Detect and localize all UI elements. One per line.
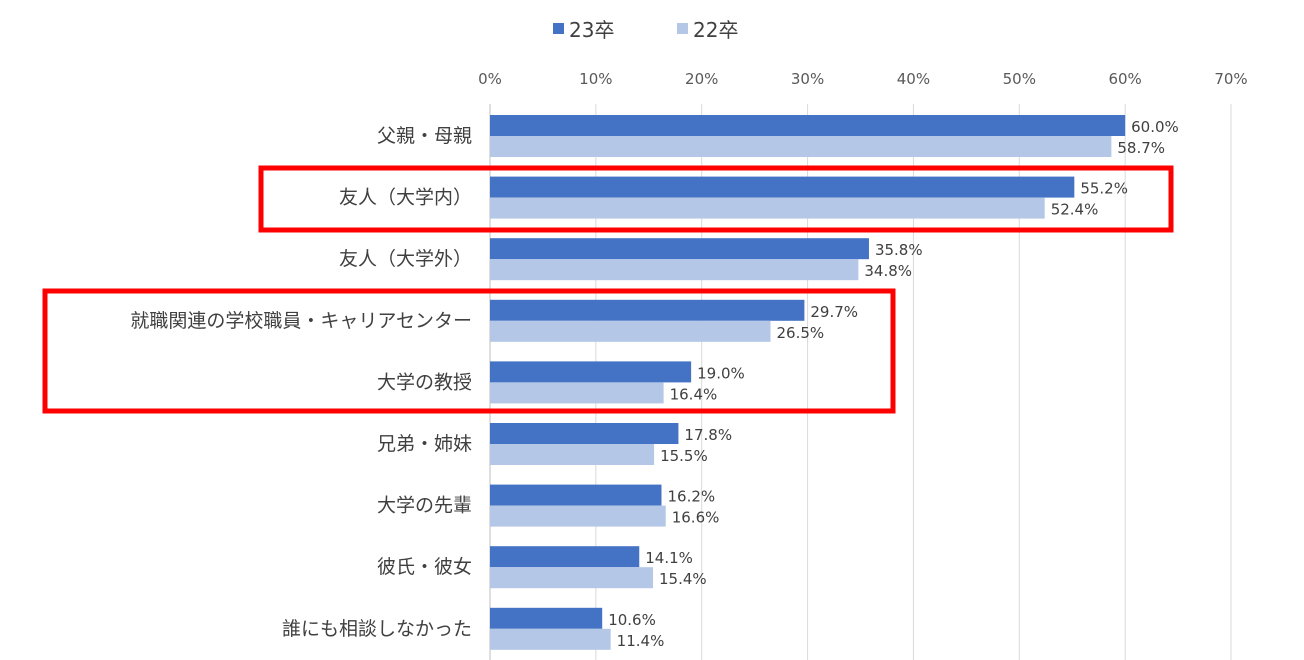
- highlight-box: [258, 165, 1174, 233]
- bar: [490, 259, 859, 281]
- data-label: 19.0%: [697, 364, 745, 382]
- category-label: 兄弟・姉妹: [377, 433, 472, 455]
- bar: [490, 423, 679, 444]
- bar: [490, 176, 1075, 198]
- category-label: 友人（大学内）: [339, 187, 472, 209]
- bar: [490, 505, 666, 527]
- data-label: 14.1%: [645, 549, 693, 567]
- x-tick-label: 10%: [579, 70, 612, 88]
- legend-item-22: 22卒: [677, 14, 738, 43]
- x-tick-label: 20%: [685, 70, 718, 88]
- bar: [490, 136, 1112, 157]
- data-label: 15.5%: [660, 447, 708, 465]
- data-label: 34.8%: [864, 262, 912, 280]
- data-label: 58.7%: [1117, 139, 1165, 157]
- bar: [490, 115, 1126, 136]
- x-tick-label: 50%: [1003, 70, 1036, 88]
- bar: [490, 567, 654, 589]
- x-axis-ticks: 0% 10% 20% 30% 40% 50% 60% 70%: [478, 70, 1248, 88]
- x-tick-label: 40%: [897, 70, 930, 88]
- data-label: 16.6%: [672, 509, 720, 527]
- x-tick-label: 60%: [1108, 70, 1141, 88]
- data-label: 15.4%: [659, 570, 707, 588]
- data-label: 60.0%: [1131, 118, 1179, 136]
- category-label: 大学の教授: [377, 371, 472, 393]
- legend-label-22: 22卒: [693, 18, 739, 42]
- category-label: 誰にも相談しなかった: [282, 618, 472, 640]
- category-label: 大学の先輩: [377, 495, 472, 517]
- highlight-boxes: [42, 165, 1174, 414]
- legend-label-23: 23卒: [569, 18, 615, 42]
- bar: [490, 361, 692, 383]
- bar: [490, 444, 655, 465]
- bar: [490, 607, 603, 629]
- category-label: 友人（大学外）: [339, 248, 472, 270]
- legend: 23卒 22卒: [0, 14, 1304, 44]
- bar: [490, 238, 869, 260]
- bar: [490, 382, 664, 404]
- highlight-box: [42, 288, 896, 414]
- data-label: 16.2%: [667, 488, 715, 506]
- bar: [490, 299, 805, 321]
- x-tick-label: 30%: [791, 70, 824, 88]
- x-tick-label: 70%: [1214, 70, 1247, 88]
- legend-item-23: 23卒: [553, 14, 614, 43]
- category-label: 彼氏・彼女: [377, 556, 472, 578]
- data-label: 16.4%: [670, 385, 718, 403]
- bar: [490, 197, 1045, 219]
- x-tick-label: 0%: [478, 70, 502, 88]
- bars: [490, 115, 1126, 650]
- category-label: 就職関連の学校職員・キャリアセンター: [130, 310, 472, 332]
- data-label: 11.4%: [617, 632, 665, 650]
- category-label: 父親・母親: [377, 125, 472, 147]
- legend-swatch-22: [677, 23, 688, 34]
- data-label: 29.7%: [810, 303, 858, 321]
- data-label: 26.5%: [777, 324, 825, 342]
- legend-swatch-23: [553, 23, 564, 34]
- data-label: 17.8%: [684, 426, 732, 444]
- bar: [490, 628, 611, 650]
- data-label: 10.6%: [608, 611, 656, 629]
- bar: [490, 546, 640, 568]
- bar: [490, 484, 662, 506]
- data-label: 52.4%: [1051, 201, 1099, 219]
- data-labels: 60.0% 58.7% 55.2% 52.4% 35.8% 34.8% 29.7% 26.5%…: [608, 118, 1179, 650]
- data-label: 55.2%: [1080, 180, 1128, 198]
- data-label: 35.8%: [875, 241, 923, 259]
- bar: [490, 320, 771, 342]
